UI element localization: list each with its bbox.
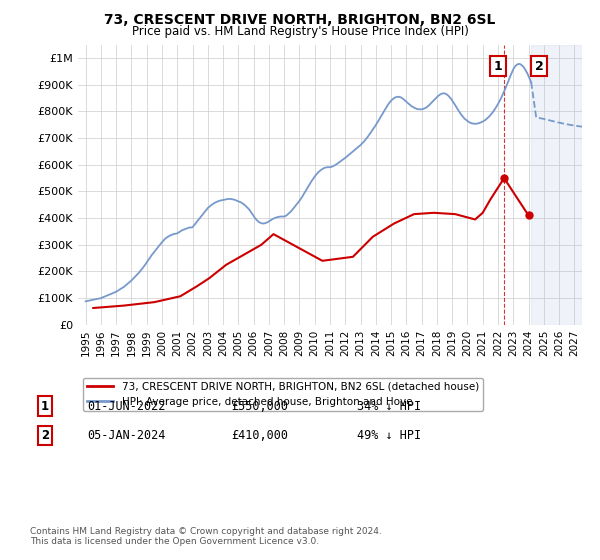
Text: 05-JAN-2024: 05-JAN-2024 [87, 429, 166, 442]
Text: Contains HM Land Registry data © Crown copyright and database right 2024.
This d: Contains HM Land Registry data © Crown c… [30, 526, 382, 546]
Legend: 73, CRESCENT DRIVE NORTH, BRIGHTON, BN2 6SL (detached house), HPI: Average price: 73, CRESCENT DRIVE NORTH, BRIGHTON, BN2 … [83, 377, 483, 411]
Text: 2: 2 [41, 429, 49, 442]
Text: 1: 1 [494, 59, 502, 73]
Text: 01-JUN-2022: 01-JUN-2022 [87, 399, 166, 413]
Text: 34% ↓ HPI: 34% ↓ HPI [357, 399, 421, 413]
Text: £550,000: £550,000 [231, 399, 288, 413]
Text: 2: 2 [535, 59, 544, 73]
Bar [531, 45, 582, 325]
Text: Price paid vs. HM Land Registry's House Price Index (HPI): Price paid vs. HM Land Registry's House … [131, 25, 469, 38]
Text: 73, CRESCENT DRIVE NORTH, BRIGHTON, BN2 6SL: 73, CRESCENT DRIVE NORTH, BRIGHTON, BN2 … [104, 13, 496, 27]
Text: 1: 1 [41, 399, 49, 413]
Text: £410,000: £410,000 [231, 429, 288, 442]
Text: 49% ↓ HPI: 49% ↓ HPI [357, 429, 421, 442]
